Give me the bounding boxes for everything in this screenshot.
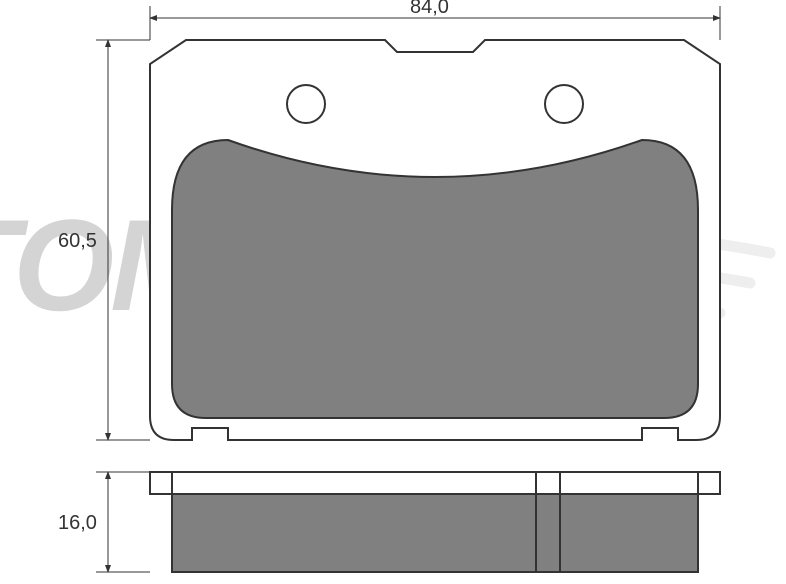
drawing-canvas: TOMEX brakes xyxy=(0,0,786,584)
dim-width-label: 84,0 xyxy=(410,0,449,19)
dim-thickness xyxy=(96,472,150,572)
friction-pad xyxy=(172,140,698,418)
front-view xyxy=(150,40,720,440)
dim-height xyxy=(96,40,150,440)
dim-thickness-label: 16,0 xyxy=(58,512,97,535)
side-backplate xyxy=(150,472,720,494)
dim-height-label: 60,5 xyxy=(58,230,97,253)
technical-drawing-svg xyxy=(0,0,786,584)
side-friction xyxy=(172,494,698,572)
side-view xyxy=(150,472,720,572)
